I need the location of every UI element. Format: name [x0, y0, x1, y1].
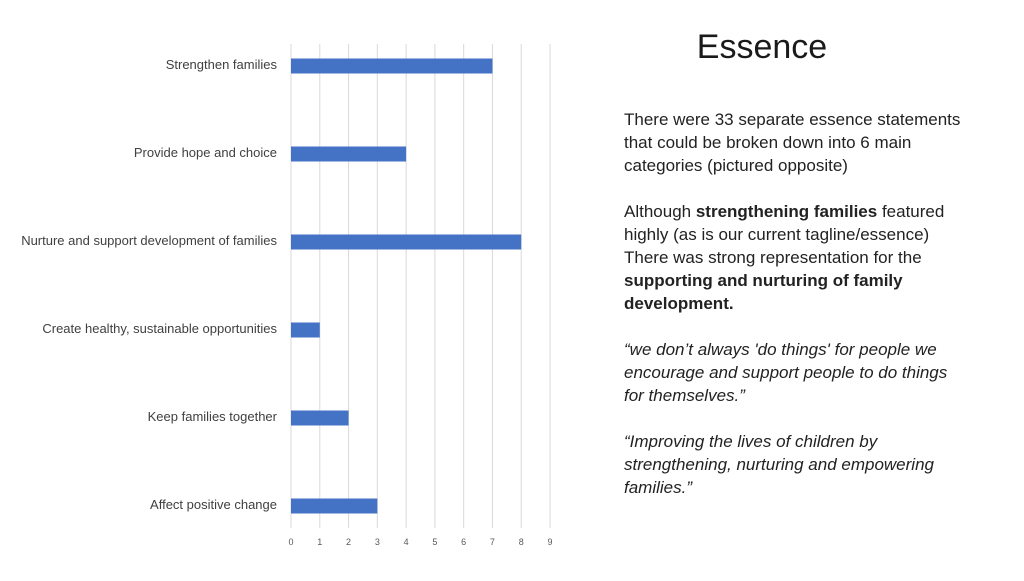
x-tick-label: 2: [346, 537, 351, 547]
category-label: Nurture and support development of famil…: [21, 233, 277, 248]
category-label: Keep families together: [147, 409, 277, 424]
highlight-bold-strengthening: strengthening families: [695, 202, 878, 221]
quote-two: “Improving the lives of children by stre…: [624, 432, 934, 497]
x-tick-label: 0: [288, 537, 293, 547]
category-label: Strengthen families: [165, 57, 277, 72]
bar-chart: 0 1 2 3 4 5 6 7 8 9 Strengthen families Provide ho…: [21, 44, 553, 547]
highlight-bold-supporting: supporting and nurturing of family devel…: [624, 271, 903, 313]
x-tick-label: 1: [317, 537, 322, 547]
bar: [291, 322, 320, 338]
x-tick-label: 6: [461, 537, 466, 547]
bar: [291, 58, 493, 74]
bar: [291, 146, 407, 162]
x-tick-label: 8: [519, 537, 524, 547]
summary-paragraph: There were 33 separate essence statement…: [624, 108, 969, 177]
x-tick-label: 9: [547, 537, 552, 547]
bar: [291, 410, 349, 426]
highlight-text-start: Although: [624, 202, 696, 221]
category-label: Affect positive change: [150, 497, 277, 512]
page-title: Essence: [696, 28, 828, 66]
x-tick-label: 3: [375, 537, 380, 547]
x-tick-label: 7: [490, 537, 495, 547]
quote-one: “we don’t always 'do things' for people …: [624, 340, 948, 405]
x-tick-label: 4: [404, 537, 409, 547]
summary-text: There were 33 separate essence statement…: [624, 110, 961, 175]
bar: [291, 234, 522, 250]
category-label: Provide hope and choice: [133, 145, 277, 160]
text-panel: There were 33 separate essence statement…: [624, 108, 969, 522]
highlight-paragraph: Although strengthening families featured…: [624, 200, 969, 315]
highlight-text-middle: featured highly (as is our current tagli…: [624, 202, 945, 267]
category-label: Create healthy, sustainable opportunitie…: [42, 321, 277, 336]
chart-svg: 0 1 2 3 4 5 6 7 8 9: [288, 44, 553, 547]
bar: [291, 498, 378, 514]
x-tick-label: 5: [432, 537, 437, 547]
